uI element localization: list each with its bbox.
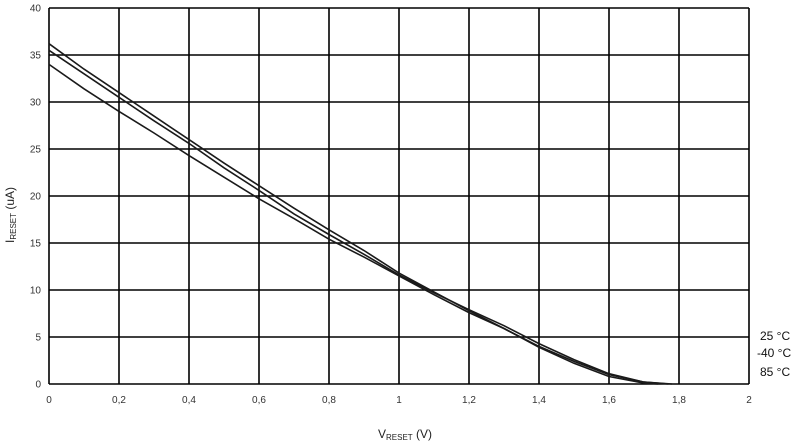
grid xyxy=(48,7,750,385)
legend: 25 °C -40 °C 85 °C xyxy=(757,329,791,379)
x-tick-label: 0,6 xyxy=(252,395,266,406)
y-tick-label: 25 xyxy=(30,145,42,156)
x-tick-label: 1 xyxy=(396,395,402,406)
x-tick-label: 0,4 xyxy=(182,395,196,406)
x-tick-label: 1,4 xyxy=(532,395,546,406)
x-tick-label: 1,8 xyxy=(672,395,686,406)
series-line-25c xyxy=(48,49,669,385)
y-tick-label: 5 xyxy=(35,333,41,344)
x-tick-label: 1,2 xyxy=(462,395,476,406)
y-axis-title-main: I xyxy=(3,240,17,243)
x-axis-title-subscript: RESET xyxy=(386,433,413,442)
x-tick-labels: 0 0,2 0,4 0,6 0,8 1 1,2 1,4 1,6 1,8 2 xyxy=(46,395,752,406)
x-axis-title-main: V xyxy=(378,427,386,441)
y-tick-label: 20 xyxy=(30,192,42,203)
y-tick-label: 35 xyxy=(30,51,42,62)
x-tick-label: 2 xyxy=(746,395,752,406)
y-tick-label: 40 xyxy=(30,4,42,15)
series-line-85c xyxy=(48,63,673,385)
series-line-minus40c xyxy=(48,43,659,385)
x-axis-title-suffix: (V) xyxy=(413,427,432,441)
x-tick-label: 0,8 xyxy=(322,395,336,406)
x-axis-title: VRESET (V) xyxy=(378,427,432,442)
y-tick-label: 10 xyxy=(30,286,42,297)
y-tick-label: 15 xyxy=(30,239,42,250)
x-tick-label: 0,2 xyxy=(112,395,126,406)
series-lines xyxy=(48,43,673,385)
y-tick-labels: 0 5 10 15 20 25 30 35 40 xyxy=(30,4,42,391)
x-tick-label: 0 xyxy=(46,395,52,406)
y-tick-label: 30 xyxy=(30,98,42,109)
y-axis-title: IRESET (uA) xyxy=(3,187,18,243)
legend-label-25c: 25 °C xyxy=(760,329,790,343)
y-tick-label: 0 xyxy=(35,380,41,391)
legend-label-85c: 85 °C xyxy=(760,365,790,379)
legend-label-minus40c: -40 °C xyxy=(757,346,791,360)
y-axis-title-suffix: (uA) xyxy=(3,187,17,213)
x-tick-label: 1,6 xyxy=(602,395,616,406)
y-axis-title-subscript: RESET xyxy=(9,213,18,240)
